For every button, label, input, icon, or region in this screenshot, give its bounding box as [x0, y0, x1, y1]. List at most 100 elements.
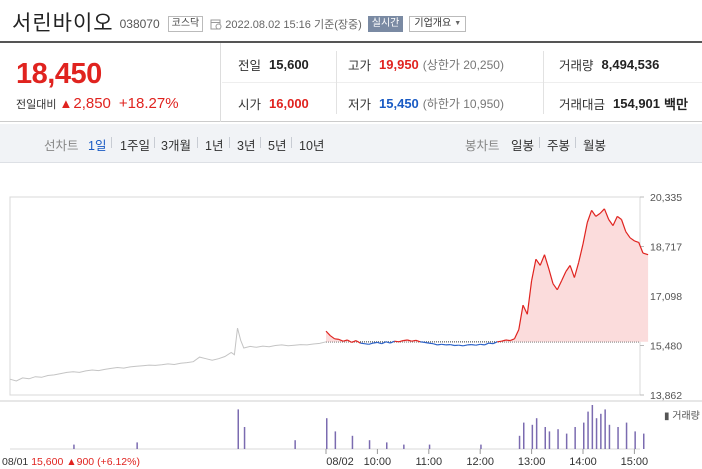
today-line-segment — [488, 342, 494, 345]
volume-cell: 거래량 8,494,536 — [559, 45, 659, 84]
quote-box: 18,450 전일대비 ▲ 2,850 +18.27% 전일 15,600 고가… — [0, 41, 702, 122]
today-line-segment — [411, 339, 417, 342]
volume-bar — [136, 442, 138, 449]
prev-day-change: 15,600 ▲900 (+6.12%) — [31, 456, 140, 468]
volume-bar — [587, 411, 589, 449]
volume-bar — [326, 418, 328, 449]
stats-divider — [336, 51, 337, 114]
today-line-segment — [595, 212, 601, 217]
volume-bar — [518, 435, 521, 449]
lower-limit-value: 10,950) — [463, 97, 504, 111]
high-value: 19,950 — [379, 57, 419, 72]
today-line-segment — [552, 283, 558, 291]
realtime-button[interactable]: 실시간 — [367, 15, 404, 32]
today-line-segment — [415, 339, 421, 343]
today-line-segment — [561, 271, 567, 281]
x-tick-label: 13:00 — [518, 456, 546, 468]
today-line-segment — [325, 330, 331, 337]
tab-period-3m[interactable]: 3개월 — [161, 139, 191, 153]
change-value: 2,850 — [73, 95, 111, 112]
y-tick-label: 17,098 — [650, 291, 682, 303]
tab-period-1y[interactable]: 1년 — [205, 139, 224, 153]
today-line-segment — [642, 252, 649, 256]
low-value: 15,450 — [379, 96, 419, 111]
today-line-segment — [505, 339, 511, 342]
volume-label: 거래량 — [559, 59, 594, 73]
price-chart-svg: 20,335 18,717 17,098 15,480 13,862 ▮ 거래량 08/02… — [0, 192, 702, 468]
turnover-cell: 거래대금 154,901 백만 — [559, 84, 688, 123]
prev-close-value: 15,600 — [269, 57, 309, 72]
today-line-segment — [565, 265, 571, 272]
volume-bar — [73, 444, 75, 449]
volume-bar — [294, 440, 296, 449]
y-tick-label: 15,480 — [650, 341, 682, 353]
today-line-segment — [497, 340, 502, 343]
today-line-segment — [629, 237, 635, 242]
today-line-segment — [475, 343, 481, 346]
tab-period-5y[interactable]: 5년 — [268, 139, 287, 153]
today-line-segment — [373, 341, 378, 344]
volume-bar — [643, 433, 645, 449]
today-line-segment — [582, 222, 588, 245]
today-line-segment — [368, 342, 374, 345]
today-line-segment — [334, 338, 339, 340]
tab-period-1w[interactable]: 1주일 — [120, 139, 150, 153]
volume-bar — [583, 422, 585, 449]
volume-bar — [403, 444, 405, 449]
price-area: 18,450 전일대비 ▲ 2,850 +18.27% — [0, 43, 221, 122]
today-line-segment — [351, 340, 357, 343]
today-up-area — [326, 208, 649, 342]
tab-period-3y[interactable]: 3년 — [237, 139, 256, 153]
today-line-segment — [360, 342, 365, 345]
tab-period-1d[interactable]: 1일 — [88, 139, 107, 153]
turnover-value: 154,901 — [613, 96, 661, 111]
caret-down-icon: ▼ — [454, 19, 462, 27]
current-price: 18,450 — [16, 58, 102, 90]
high-label: 고가 — [348, 59, 372, 73]
today-line-segment — [586, 210, 593, 223]
volume-bar — [595, 418, 598, 449]
today-line-segment — [480, 343, 485, 346]
x-tick-label: 11:00 — [415, 456, 442, 468]
today-line-segment — [616, 215, 622, 220]
x-tick-label: 15:00 — [621, 456, 649, 468]
volume-value: 8,494,536 — [601, 57, 660, 72]
today-line-segment — [441, 343, 446, 346]
company-overview-button[interactable]: 기업개요 ▼ — [409, 15, 467, 32]
low-label: 저가 — [348, 98, 372, 112]
price-chart[interactable]: 20,335 18,717 17,098 15,480 13,862 ▮ 거래량 08/02… — [0, 163, 702, 469]
datetime-basis: 기준(장중) — [313, 18, 362, 31]
y-tick-label: 20,335 — [650, 192, 682, 204]
today-line-segment — [403, 339, 408, 342]
tab-candle-weekly[interactable]: 주봉 — [547, 139, 571, 153]
open-value: 16,000 — [269, 96, 309, 111]
volume-bar — [243, 427, 246, 449]
today-line-segment — [492, 341, 498, 345]
today-line-segment — [548, 268, 554, 284]
volume-bar — [608, 424, 611, 449]
today-line-segment — [526, 280, 533, 315]
tab-candle-daily[interactable]: 일봉 — [511, 139, 535, 153]
today-line-segment — [420, 341, 425, 343]
tab-candle-monthly[interactable]: 월봉 — [583, 139, 607, 153]
stock-code: 038070 — [119, 17, 160, 31]
today-line-segment — [522, 304, 528, 315]
volume-bar — [531, 424, 534, 449]
today-line-segment — [450, 344, 455, 347]
today-line-segment — [612, 216, 618, 226]
volume-bar — [428, 444, 431, 449]
tab-separator — [154, 137, 155, 148]
tab-period-10y[interactable]: 10년 — [299, 139, 325, 153]
volume-bar — [604, 409, 606, 449]
volume-bar — [591, 405, 594, 449]
today-line-segment — [462, 344, 468, 347]
today-line-segment — [539, 254, 546, 266]
market-badge: 코스닥 — [167, 15, 204, 32]
today-line-segment — [608, 219, 614, 226]
today-line-segment — [428, 342, 434, 345]
volume-bar — [237, 409, 239, 449]
today-line-segment — [543, 254, 550, 269]
volume-legend-label: ▮ 거래량 — [664, 410, 700, 422]
y-tick-label: 13,862 — [650, 390, 682, 402]
change-label: 전일대비 — [16, 98, 57, 111]
